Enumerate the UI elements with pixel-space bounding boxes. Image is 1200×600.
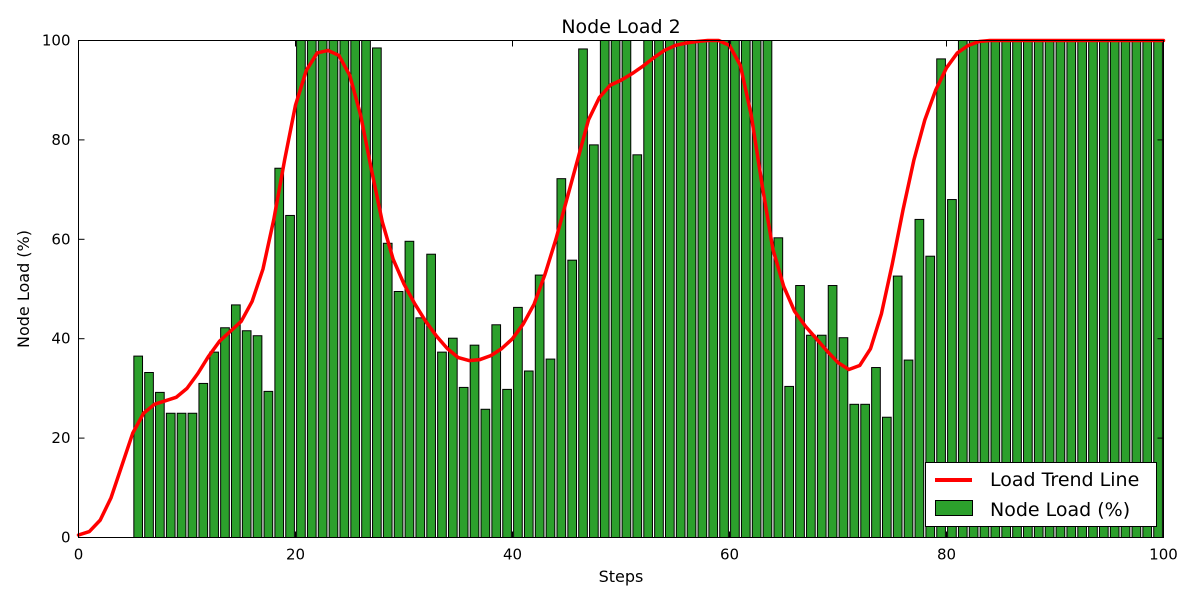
bar (198, 382, 209, 538)
trend-line-layer (76, 38, 1166, 537)
y-tick-label: 20 (51, 429, 70, 447)
legend: Load Trend Line Node Load (%) (925, 462, 1157, 527)
bar (437, 351, 447, 538)
bar (762, 40, 773, 538)
bar (458, 386, 469, 538)
bar (372, 47, 382, 538)
bar (176, 412, 187, 538)
bar (350, 40, 361, 538)
y-tick-label: 0 (61, 529, 71, 547)
bar (827, 285, 838, 538)
bar (621, 40, 632, 538)
bar (610, 40, 621, 538)
bar (361, 40, 371, 538)
bar (806, 334, 816, 538)
bar (502, 388, 512, 539)
bar (328, 40, 339, 538)
ticks-layer: 0 20 40 60 80 100 0 20 40 60 80 100 (42, 32, 1178, 564)
bar (241, 330, 252, 538)
bar (209, 351, 219, 538)
x-tick-label: 60 (720, 546, 739, 564)
bar (133, 355, 144, 538)
bar (155, 391, 165, 538)
y-tick-label: 60 (51, 230, 70, 248)
x-tick-label: 20 (286, 546, 305, 564)
bar (296, 40, 306, 538)
x-tick-label: 40 (503, 546, 522, 564)
bar (252, 335, 263, 538)
bar (523, 370, 534, 538)
y-tick-label: 80 (51, 131, 70, 149)
bar (719, 40, 729, 538)
bar (599, 40, 610, 538)
bar (730, 40, 740, 538)
bar (751, 40, 762, 538)
bar (426, 253, 436, 539)
bar (187, 412, 198, 538)
bar (914, 218, 925, 538)
bar (534, 274, 545, 538)
bar (285, 214, 295, 538)
bar (697, 40, 708, 538)
legend-label-trend: Load Trend Line (990, 469, 1139, 491)
bar (632, 154, 643, 538)
x-tick-label: 0 (74, 546, 84, 564)
y-tick-label: 100 (42, 32, 71, 50)
bar (892, 275, 903, 538)
bar (643, 40, 653, 538)
bar (903, 359, 914, 538)
bar (382, 242, 393, 538)
bar (675, 40, 686, 538)
chart-title: Node Load 2 (561, 16, 680, 38)
x-axis-label: Steps (599, 567, 644, 586)
bar (654, 40, 664, 538)
bar (860, 403, 870, 538)
bar (881, 416, 892, 539)
bar (480, 408, 491, 538)
bar (220, 327, 230, 538)
bar (317, 40, 328, 538)
bar (784, 385, 795, 538)
x-tick-label: 100 (1149, 546, 1178, 564)
bar (447, 337, 458, 539)
legend-label-bars: Node Load (%) (990, 499, 1130, 521)
bar (589, 144, 599, 538)
bar (567, 259, 578, 538)
legend-bar-swatch (935, 500, 973, 516)
bar (165, 412, 176, 538)
bar (871, 367, 881, 538)
bar (263, 390, 274, 538)
bar (664, 40, 675, 538)
bar (393, 290, 404, 538)
bar (230, 304, 241, 538)
y-axis-label: Node Load (%) (14, 230, 33, 348)
bar (491, 324, 502, 538)
y-tick-label: 40 (51, 330, 70, 348)
bar (339, 40, 350, 538)
bar (740, 40, 751, 538)
bar (144, 372, 154, 538)
plot-frame (78, 40, 1164, 538)
bar (545, 358, 556, 538)
bar (816, 334, 827, 538)
bar (849, 403, 860, 538)
bar (708, 40, 719, 538)
bar (469, 344, 480, 538)
bar (513, 306, 523, 539)
bar (274, 167, 285, 538)
x-tick-label: 80 (937, 546, 956, 564)
trend-line (76, 38, 1166, 537)
bar (415, 317, 426, 538)
bar (686, 40, 697, 538)
bar (306, 40, 317, 538)
